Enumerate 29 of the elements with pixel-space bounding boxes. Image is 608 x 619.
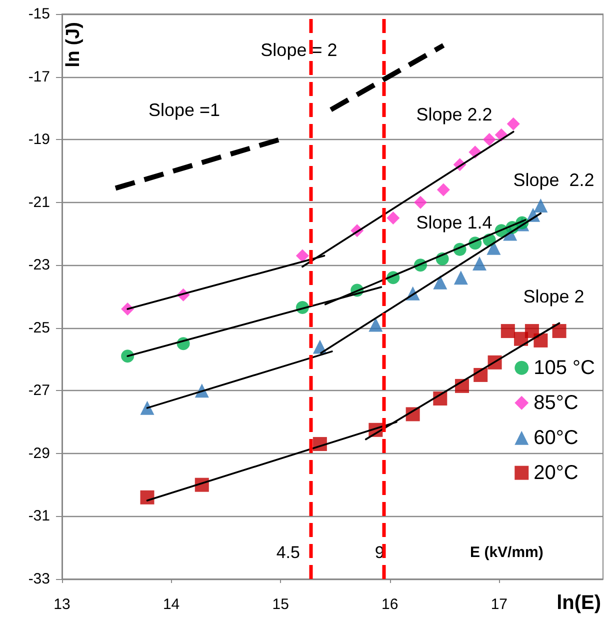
y-tick-label: -25 <box>28 319 50 336</box>
y-tick-label: -27 <box>28 382 50 400</box>
x-tick-label: 16 <box>382 596 398 613</box>
x-tick-label: 13 <box>54 596 70 613</box>
x-tick-label: 15 <box>272 596 289 613</box>
annotation: 4.5 <box>276 542 300 562</box>
legend-label: 60°C <box>534 426 578 449</box>
y-tick-label: -23 <box>28 256 50 274</box>
y-tick-label: -33 <box>28 570 50 588</box>
x-tick-label: 14 <box>162 596 180 613</box>
annotation: Slope =1 <box>148 100 220 120</box>
x-axis-title: ln(E) <box>556 592 601 614</box>
y-tick-label: -29 <box>28 444 50 462</box>
annotation: Slope 2 <box>523 286 584 306</box>
legend-label: 85°C <box>534 392 578 414</box>
y-tick-label: -17 <box>28 68 50 86</box>
y-tick-label: -15 <box>28 6 50 22</box>
y-tick-label: -21 <box>28 194 50 211</box>
x-tick-label: 17 <box>490 596 508 613</box>
y-tick-label: -31 <box>28 508 50 525</box>
annotation: Slope = 2 <box>260 40 338 60</box>
annotation: Slope 2.2 <box>513 170 594 190</box>
annotation: E (kV/mm) <box>470 544 544 561</box>
y-tick-label: -19 <box>28 131 50 148</box>
annotation: Slope 1.4 <box>416 212 492 232</box>
legend-label: 105 °C <box>534 356 596 379</box>
y-axis-title: ln (J) <box>63 22 84 68</box>
legend-label: 20°C <box>534 462 578 484</box>
annotation: Slope 2.2 <box>416 104 492 125</box>
